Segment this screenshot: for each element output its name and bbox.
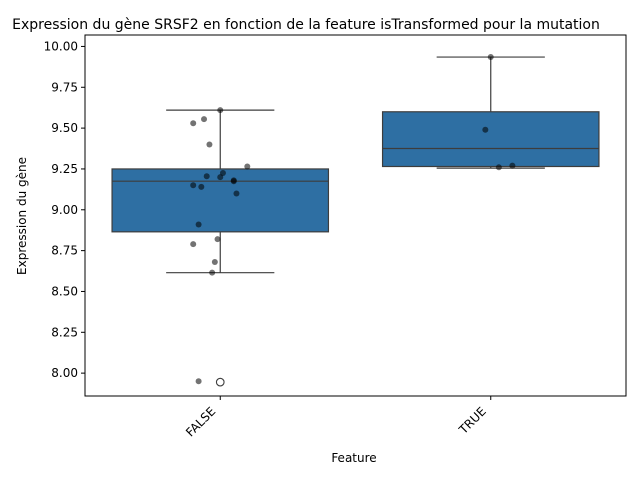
data-point xyxy=(233,190,240,197)
data-point xyxy=(509,162,516,169)
box-iqr xyxy=(381,111,600,168)
outlier-marker xyxy=(215,377,225,387)
data-point xyxy=(198,183,205,190)
x-tick-label: FALSE xyxy=(183,404,218,439)
box-false xyxy=(111,109,330,387)
y-tick-label: 8.50 xyxy=(51,284,78,298)
data-point xyxy=(217,107,224,114)
y-axis: 8.00 8.25 8.50 8.75 9.00 9.25 9.50 9.75 10.00 xyxy=(44,39,85,380)
data-point xyxy=(217,174,224,181)
data-point xyxy=(206,141,213,148)
y-tick-label: 9.00 xyxy=(51,203,78,217)
data-point xyxy=(487,54,494,61)
y-tick-label: 8.75 xyxy=(51,244,78,258)
data-point xyxy=(195,378,202,385)
data-point xyxy=(211,259,218,266)
y-tick-label: 8.25 xyxy=(51,325,78,339)
data-point xyxy=(201,116,208,123)
data-point xyxy=(203,173,210,180)
y-tick-label: 9.50 xyxy=(51,121,78,135)
data-point xyxy=(495,164,502,171)
y-tick-label: 10.00 xyxy=(44,39,78,53)
x-axis: FALSE TRUE xyxy=(183,396,492,440)
data-point xyxy=(190,182,197,189)
box-true xyxy=(381,56,600,169)
data-point xyxy=(209,269,216,276)
data-point xyxy=(214,236,221,243)
data-point xyxy=(244,163,251,170)
points-layer xyxy=(190,54,516,385)
data-point xyxy=(190,241,197,248)
y-axis-label: Expression du gène xyxy=(15,157,29,275)
data-point xyxy=(195,221,202,228)
plot-area-frame xyxy=(84,34,627,397)
y-tick-label: 9.25 xyxy=(51,162,78,176)
x-axis-label: Feature xyxy=(331,451,376,465)
x-tick-label: TRUE xyxy=(456,404,489,437)
y-tick-label: 8.00 xyxy=(51,366,78,380)
y-tick-label: 9.75 xyxy=(51,80,78,94)
data-point xyxy=(190,120,197,127)
chart-title: Expression du gène SRSF2 en fonction de … xyxy=(12,17,600,33)
boxes-layer xyxy=(111,56,600,387)
data-point xyxy=(482,126,489,133)
data-point xyxy=(230,178,237,185)
